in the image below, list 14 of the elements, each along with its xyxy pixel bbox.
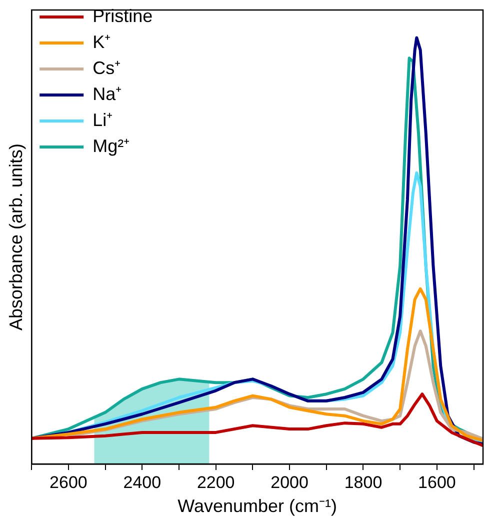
x-tick-label: 2600: [50, 472, 88, 492]
legend-label: Cs⁺: [92, 58, 121, 78]
legend-label: K⁺: [92, 32, 111, 52]
x-tick-label: 2200: [196, 472, 235, 492]
legend-label: Li⁺: [92, 110, 113, 130]
legend-label: Pristine: [92, 6, 153, 26]
x-tick-label: 1800: [344, 472, 382, 492]
x-axis-title: Wavenumber (cm⁻¹): [178, 496, 337, 516]
x-tick-label: 2400: [123, 472, 162, 492]
legend-label: Na⁺: [92, 84, 122, 104]
y-axis-title: Absorbance (arb. units): [6, 143, 26, 331]
legend-label: Mg²⁺: [92, 136, 130, 156]
x-tick-label: 2000: [270, 472, 308, 492]
x-tick-label: 1600: [418, 472, 456, 492]
